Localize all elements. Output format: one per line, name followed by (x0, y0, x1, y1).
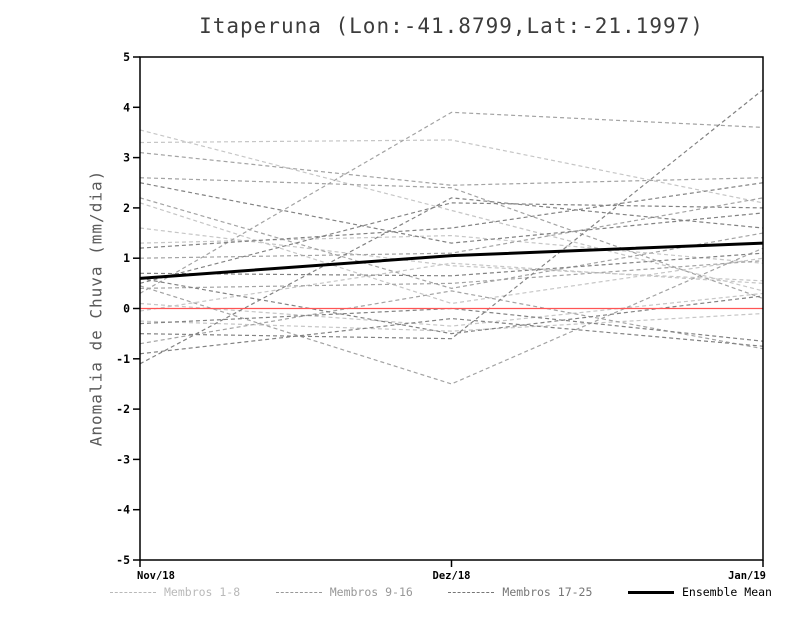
member-line-m13 (139, 290, 764, 350)
member-line-m18 (139, 202, 764, 284)
member-line-m3 (139, 227, 764, 282)
ensemble-mean-line (139, 241, 764, 280)
y-tick-label: 2 (123, 201, 130, 215)
legend-mean-line-sample (627, 590, 674, 594)
legend-item: Ensemble Mean (627, 585, 772, 599)
member-line-m2 (139, 139, 764, 204)
member-line-m12 (139, 247, 764, 385)
y-tick-label: -3 (116, 452, 130, 466)
x-tick-label: Nov/18 (137, 570, 175, 582)
legend-dashed-line-sample (110, 591, 156, 593)
legend-label: Membros 1-8 (164, 585, 241, 599)
y-tick-label: 1 (123, 251, 130, 265)
legend-item: Membros 1-8 (110, 585, 240, 599)
legend-label: Ensemble Mean (681, 585, 772, 599)
x-tick-label: Dez/18 (433, 570, 471, 582)
member-line-m7 (139, 312, 764, 332)
legend-dashed-line-sample (448, 591, 495, 593)
member-line-m25 (139, 252, 764, 277)
member-line-m14 (139, 197, 764, 259)
member-line-m20 (139, 317, 764, 355)
member-line-m1 (139, 129, 764, 292)
member-line-m10 (139, 177, 764, 300)
x-tick-label: Jan/19 (728, 570, 766, 582)
legend-item: Membros 9-16 (275, 585, 413, 599)
member-line-m4 (139, 292, 764, 327)
legend-dashed-line-sample (275, 591, 322, 593)
y-tick-label: 3 (123, 151, 130, 165)
chart-title: Itaperuna (Lon:-41.8799,Lat:-21.1997) (199, 14, 704, 38)
y-tick-label: -5 (116, 553, 130, 567)
member-line-m24 (139, 182, 764, 244)
legend-item: Membros 17-25 (448, 585, 592, 599)
legend-label: Membros 17-25 (502, 585, 593, 599)
member-line-m19 (139, 89, 764, 340)
legend: Membros 1-8 Membros 9-16 Membros 17-25 Ense… (110, 585, 772, 599)
member-line-m8 (139, 234, 764, 264)
y-tick-label: 5 (123, 50, 130, 64)
member-line-m17 (139, 197, 764, 365)
member-line-m9 (139, 151, 764, 186)
legend-label: Membros 9-16 (329, 585, 413, 599)
y-tick-label: -1 (116, 352, 130, 366)
member-line-m22 (139, 182, 764, 249)
y-tick-label: -2 (116, 402, 130, 416)
y-tick-label: 4 (123, 100, 130, 114)
member-line-m15 (139, 260, 764, 289)
y-tick-label: -4 (116, 503, 130, 517)
member-line-m11 (139, 111, 764, 294)
member-line-m5 (139, 262, 764, 312)
member-line-m16 (139, 197, 764, 289)
y-tick-label: 0 (123, 302, 130, 316)
